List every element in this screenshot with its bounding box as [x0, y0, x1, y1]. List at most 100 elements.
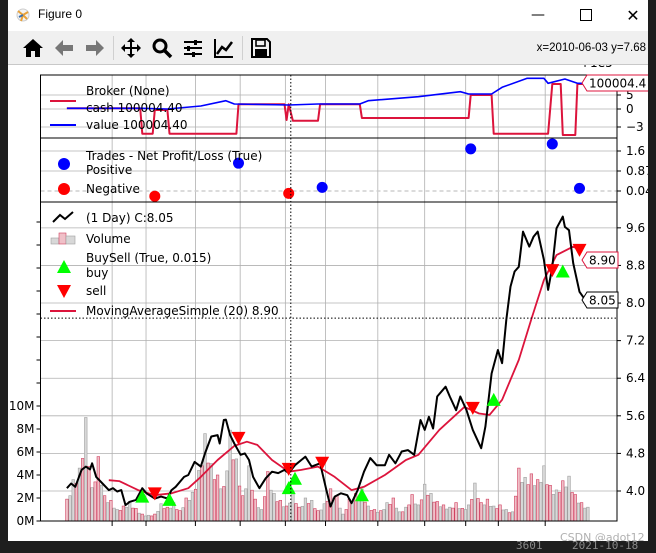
- background-text-left: 3601: [516, 539, 543, 552]
- volume-bar: [366, 505, 370, 522]
- volume-bar: [237, 485, 242, 522]
- volume-bar: [397, 511, 402, 522]
- sell-marker: [281, 462, 296, 476]
- volume-bar: [84, 417, 88, 522]
- volume-bar: [118, 510, 122, 522]
- save-button[interactable]: [248, 35, 274, 61]
- positive-trade-marker: [546, 138, 558, 150]
- volume-bar: [372, 509, 377, 522]
- volume-bar: [363, 501, 367, 522]
- edit-curves-button[interactable]: [211, 35, 237, 61]
- volume-bar: [567, 475, 571, 522]
- volume-bar: [159, 503, 163, 522]
- volume-bar: [482, 504, 486, 522]
- volume-ytick-label: 10M: [9, 399, 35, 413]
- volume-bar: [253, 498, 257, 522]
- volume-bar: [419, 499, 424, 522]
- volume-bar: [322, 503, 326, 522]
- back-button[interactable]: [51, 35, 77, 61]
- value-line: [66, 77, 586, 110]
- navigation-toolbar: x=2010-06-03 y=7.68: [8, 31, 648, 65]
- pan-button[interactable]: [118, 35, 144, 61]
- sma-value-tag-text: 8.90: [589, 254, 616, 268]
- sell-marker: [147, 487, 162, 501]
- volume-legend-label: Volume: [86, 232, 131, 246]
- sell-marker: [572, 243, 587, 257]
- forward-button[interactable]: [82, 35, 108, 61]
- volume-bar: [131, 507, 135, 522]
- sell-marker: [545, 264, 560, 278]
- volume-bar: [407, 504, 411, 522]
- price-ytick-label: 4.0: [626, 484, 645, 498]
- volume-bar: [140, 513, 144, 522]
- minimize-button[interactable]: —: [523, 4, 553, 26]
- close-button[interactable]: ✕: [618, 4, 648, 26]
- price-ytick-label: 8.0: [626, 296, 645, 310]
- volume-bar: [93, 481, 97, 522]
- forward-arrow-icon: [86, 40, 104, 56]
- volume-bar: [379, 510, 383, 522]
- volume-bar: [463, 509, 468, 522]
- sma-value-tag: 8.90: [581, 251, 619, 269]
- volume-bar: [542, 465, 546, 522]
- volume-bar: [99, 484, 104, 522]
- volume-bar: [165, 506, 169, 522]
- sell-legend-label: sell: [86, 284, 106, 298]
- volume-bar: [451, 507, 455, 522]
- volume-bar: [507, 512, 512, 522]
- price-ytick-label: 7.2: [626, 334, 645, 348]
- volume-bar: [498, 504, 502, 522]
- volume-bar: [426, 494, 430, 522]
- maximize-button[interactable]: [571, 4, 601, 26]
- volume-bar: [510, 511, 515, 522]
- volume-bar: [558, 492, 562, 522]
- volume-bar: [228, 429, 232, 522]
- volume-bar: [68, 495, 72, 522]
- volume-bar: [184, 497, 188, 522]
- volume-bar: [203, 433, 207, 522]
- volume-bar: [576, 502, 581, 522]
- edit-axis-curves-icon: [214, 39, 233, 58]
- volume-bar: [445, 508, 449, 522]
- volume-bar: [338, 507, 342, 522]
- volume-bar: [460, 508, 464, 522]
- cash-legend-label: cash 100004.40: [86, 101, 183, 115]
- volume-bar: [435, 501, 439, 522]
- buy-marker: [354, 488, 369, 502]
- close-value-tag-text: 8.05: [589, 294, 616, 308]
- sma-legend-label: MovingAverageSimple (20) 8.90: [86, 304, 279, 318]
- volume-bar: [103, 495, 107, 522]
- zoom-button[interactable]: [149, 35, 175, 61]
- close-legend-label: (1 Day) C:8.05: [86, 211, 173, 225]
- negative-trade-marker: [149, 190, 161, 202]
- volume-bar: [476, 498, 480, 522]
- home-button[interactable]: [20, 35, 46, 61]
- volume-bar: [234, 458, 239, 522]
- volume-bar: [416, 504, 421, 522]
- volume-bar: [423, 483, 427, 522]
- volume-bar: [520, 482, 524, 522]
- volume-ytick-label: 2M: [17, 491, 35, 505]
- volume-bar: [325, 500, 330, 522]
- trades-ytick-label: 0.04: [626, 184, 648, 198]
- volume-bar: [190, 491, 195, 522]
- broker-value-tag: 100004.4: [581, 74, 648, 92]
- positive-trade-marker: [573, 182, 585, 194]
- volume-bar: [285, 505, 289, 522]
- volume-bar: [96, 456, 100, 522]
- volume-bar: [162, 508, 166, 522]
- volume-bar: [134, 508, 138, 522]
- watermark: CSDN @adot12: [560, 531, 645, 541]
- volume-bar: [74, 482, 78, 522]
- volume-bar: [156, 511, 160, 522]
- configure-subplots-button[interactable]: [180, 35, 206, 61]
- volume-bar: [382, 509, 386, 522]
- volume-bar: [473, 482, 477, 522]
- positive-trade-marker: [465, 143, 477, 155]
- positive-legend-label: Positive: [86, 163, 132, 177]
- matplotlib-app-icon: [16, 8, 30, 22]
- buy-marker: [281, 481, 296, 495]
- volume-bar: [175, 509, 179, 522]
- volume-bar: [344, 509, 348, 522]
- volume-legend-swatch: [65, 235, 76, 245]
